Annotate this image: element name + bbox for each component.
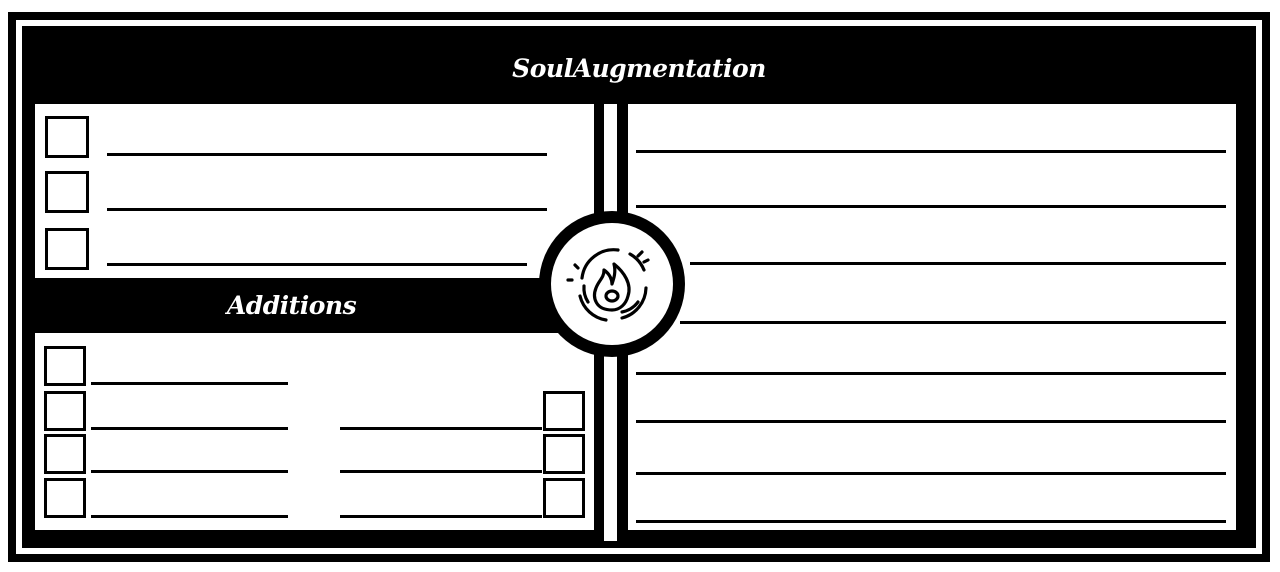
addition-line-right-2[interactable] xyxy=(340,470,542,473)
augmentation-checkbox-3[interactable] xyxy=(45,228,89,270)
flame-icon xyxy=(566,248,650,322)
notes-line-1[interactable] xyxy=(636,150,1226,153)
addition-line-right-3[interactable] xyxy=(340,515,542,518)
addition-line-left-3[interactable] xyxy=(91,470,288,473)
addition-line-left-4[interactable] xyxy=(91,515,288,518)
left-panel-bottom-divider xyxy=(29,530,604,542)
notes-line-5[interactable] xyxy=(636,372,1226,375)
addition-checkbox-left-4[interactable] xyxy=(44,478,86,518)
page-title: SoulAugmentation xyxy=(512,53,766,83)
notes-line-3[interactable] xyxy=(690,262,1226,265)
right-panel-right-divider xyxy=(1236,104,1249,542)
right-panel-bottom-divider xyxy=(617,530,1249,542)
addition-checkbox-right-2[interactable] xyxy=(543,434,585,474)
addition-checkbox-left-2[interactable] xyxy=(44,391,86,431)
notes-line-4[interactable] xyxy=(680,321,1226,324)
augmentation-entry-line-1[interactable] xyxy=(107,153,547,156)
notes-line-8[interactable] xyxy=(636,520,1226,523)
notes-line-7[interactable] xyxy=(636,472,1226,475)
augmentation-entry-line-3[interactable] xyxy=(107,263,527,266)
addition-checkbox-left-3[interactable] xyxy=(44,434,86,474)
augmentation-checkbox-1[interactable] xyxy=(45,116,89,158)
addition-checkbox-left-1[interactable] xyxy=(44,346,86,386)
addition-checkbox-right-3[interactable] xyxy=(543,478,585,518)
addition-checkbox-right-1[interactable] xyxy=(543,391,585,431)
notes-line-2[interactable] xyxy=(636,205,1226,208)
emblem-face xyxy=(551,223,673,345)
emblem-badge xyxy=(539,211,685,357)
addition-line-right-1[interactable] xyxy=(340,427,542,430)
augmentation-checkbox-2[interactable] xyxy=(45,171,89,213)
additions-header: Additions xyxy=(29,278,594,333)
additions-title: Additions xyxy=(226,291,357,320)
addition-line-left-2[interactable] xyxy=(91,427,288,430)
augmentation-entry-line-2[interactable] xyxy=(107,208,547,211)
addition-line-left-1[interactable] xyxy=(91,382,288,385)
notes-line-6[interactable] xyxy=(636,420,1226,423)
header-bar: SoulAugmentation xyxy=(29,32,1249,104)
